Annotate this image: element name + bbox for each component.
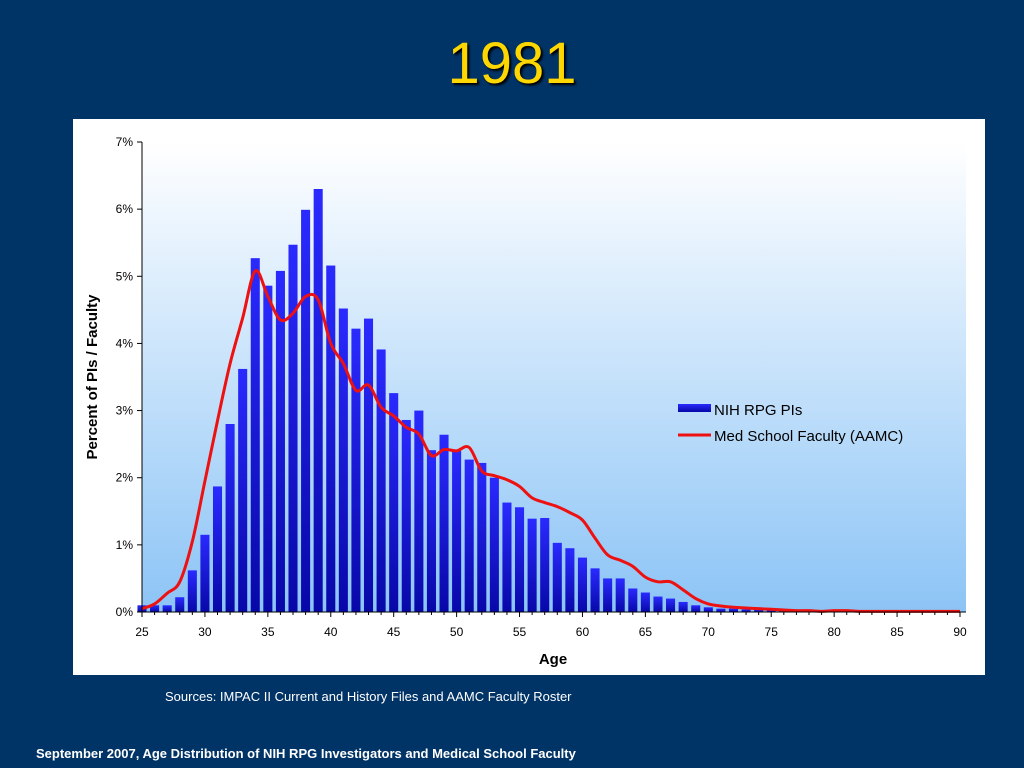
bar-age-60 [577, 557, 587, 612]
bar-age-58 [552, 542, 562, 612]
x-tick-label: 65 [639, 625, 653, 639]
bar-age-64 [628, 588, 638, 612]
bar-age-40 [326, 265, 336, 612]
x-tick-label: 85 [890, 625, 904, 639]
bar-age-55 [515, 507, 525, 612]
bar-age-47 [414, 410, 424, 612]
legend-line-label: Med School Faculty (AAMC) [714, 428, 903, 445]
y-tick-label: 0% [116, 605, 134, 619]
bar-age-44 [376, 349, 386, 612]
x-tick-label: 25 [135, 625, 149, 639]
bar-age-63 [615, 578, 625, 612]
y-tick-label: 5% [116, 269, 134, 283]
x-axis-title: Age [539, 651, 567, 668]
y-axis-title: Percent of PIs / Faculty [84, 294, 101, 460]
bar-age-75 [766, 609, 776, 612]
bar-age-57 [540, 518, 550, 612]
bar-age-45 [389, 393, 399, 612]
y-tick-label: 7% [116, 135, 134, 149]
x-tick-label: 80 [827, 625, 841, 639]
x-tick-label: 40 [324, 625, 338, 639]
x-tick-label: 45 [387, 625, 401, 639]
footer-caption: September 2007, Age Distribution of NIH … [36, 746, 576, 761]
bar-age-54 [502, 502, 512, 612]
bar-age-70 [703, 607, 713, 612]
bar-age-42 [351, 328, 361, 612]
bar-age-52 [477, 462, 487, 612]
bar-age-27 [162, 605, 172, 612]
slide-title: 1981 [447, 31, 577, 96]
bar-age-71 [716, 608, 726, 612]
bar-age-67 [666, 598, 676, 612]
bar-age-68 [678, 601, 688, 612]
bar-age-73 [741, 609, 751, 612]
x-tick-label: 55 [513, 625, 527, 639]
bar-age-59 [565, 548, 575, 612]
legend: NIH RPG PIs Med School Faculty (AAMC) [678, 402, 903, 445]
bar-age-51 [464, 459, 474, 612]
bar-age-46 [401, 419, 411, 612]
x-tick-label: 30 [198, 625, 212, 639]
x-tick-label: 75 [765, 625, 779, 639]
line-med-school-faculty [141, 269, 960, 613]
line-layer [141, 269, 960, 613]
chart-svg: 0% 1% 2% 3% 4% 5% 6% 7% 25 30 35 40 45 50 55 60 65 70 75 80… [84, 135, 967, 668]
bar-age-43 [363, 318, 374, 612]
bar-age-28 [175, 597, 185, 612]
ticks-layer: 0% 1% 2% 3% 4% 5% 6% 7% 25 30 35 40 45 50 55 60 65 70 75 80… [116, 135, 967, 639]
y-tick-label: 2% [116, 471, 134, 485]
bar-age-72 [728, 608, 739, 612]
bar-age-29 [187, 570, 197, 612]
bar-age-38 [301, 209, 311, 612]
y-tick-label: 1% [116, 538, 134, 552]
bar-age-74 [754, 609, 764, 612]
bar-age-66 [653, 596, 663, 612]
bars-layer [137, 189, 852, 612]
x-tick-label: 90 [953, 625, 967, 639]
bar-age-26 [150, 605, 160, 612]
x-tick-label: 35 [261, 625, 275, 639]
y-tick-label: 3% [116, 404, 134, 418]
bar-age-62 [603, 578, 613, 612]
legend-bar-swatch [678, 404, 711, 412]
bar-age-37 [288, 244, 298, 612]
y-tick-label: 6% [116, 202, 134, 216]
bar-age-50 [452, 450, 462, 612]
bar-age-56 [527, 518, 537, 612]
bar-age-34 [250, 258, 260, 612]
bar-age-61 [590, 568, 600, 612]
bar-age-39 [313, 189, 323, 612]
x-tick-label: 50 [450, 625, 464, 639]
axes-layer [141, 142, 966, 613]
bar-age-69 [691, 605, 701, 612]
x-tick-label: 70 [702, 625, 716, 639]
bar-age-31 [212, 486, 223, 612]
bar-age-32 [225, 424, 235, 612]
chart-panel: 0% 1% 2% 3% 4% 5% 6% 7% 25 30 35 40 45 50 55 60 65 70 75 80… [73, 119, 985, 675]
bar-age-65 [640, 592, 650, 612]
bar-age-41 [338, 308, 348, 612]
bar-age-30 [200, 534, 210, 612]
bar-age-48 [426, 450, 436, 612]
x-tick-label: 60 [576, 625, 590, 639]
bar-age-36 [275, 270, 285, 612]
legend-bar-label: NIH RPG PIs [714, 402, 802, 419]
bar-age-49 [439, 434, 449, 612]
bar-age-35 [263, 285, 273, 612]
sources-note: Sources: IMPAC II Current and History Fi… [165, 689, 572, 704]
bar-age-53 [489, 477, 499, 612]
y-tick-label: 4% [116, 336, 134, 350]
bar-age-33 [238, 368, 248, 612]
